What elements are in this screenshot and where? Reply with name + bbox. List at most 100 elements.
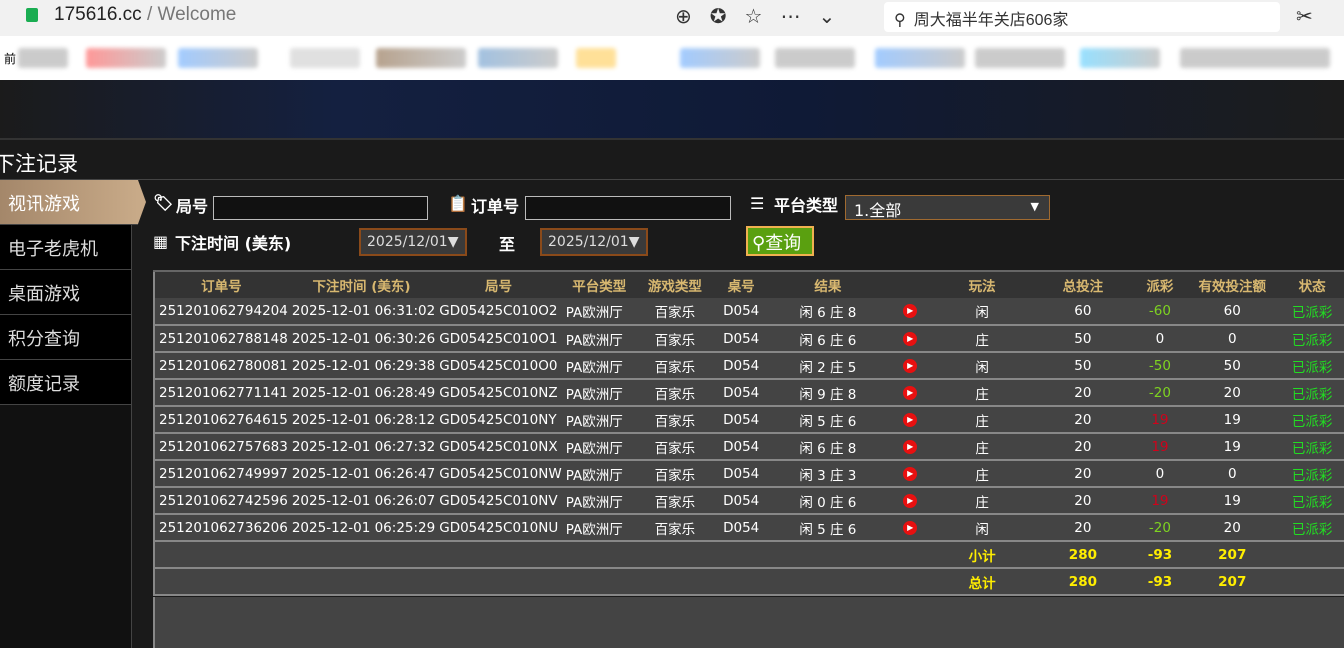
replay-cell[interactable]: ▶ <box>886 406 935 434</box>
result: 闲 9 庄 8 <box>769 379 887 407</box>
total-bet: 20 <box>1030 487 1136 515</box>
game-type: 百家乐 <box>636 487 713 515</box>
replay-cell[interactable]: ▶ <box>886 352 935 380</box>
subtotal-total-bet: 280 <box>1030 541 1136 569</box>
bookmarks-bar: 前 <box>0 36 1344 114</box>
play-replay-icon[interactable]: ▶ <box>903 331 918 346</box>
replay-cell[interactable]: ▶ <box>886 487 935 515</box>
table-row: 251201062736206 2025-12-01 06:25:29 GD0542… <box>154 514 1344 542</box>
round-id: GD05425C010NZ <box>435 379 562 407</box>
sidebar-item-table-games[interactable]: 桌面游戏 <box>0 270 131 315</box>
valid-bet: 20 <box>1184 379 1281 407</box>
column-header: 结果 <box>769 271 887 298</box>
game-type: 百家乐 <box>636 325 713 353</box>
more-icon[interactable]: ⋯ <box>780 4 801 28</box>
valid-bet: 19 <box>1184 487 1281 515</box>
order-id: 251201062749997 <box>154 460 288 488</box>
order-id: 251201062780081 <box>154 352 288 380</box>
zoom-icon[interactable]: ⊕ <box>675 4 692 28</box>
platform: PA欧洲厅 <box>561 460 637 488</box>
sidebar-item-points[interactable]: 积分查询 <box>0 315 131 360</box>
total-bet: 20 <box>1030 460 1136 488</box>
order-input[interactable] <box>525 196 731 220</box>
payout: -20 <box>1135 379 1185 407</box>
url[interactable]: 175616.cc / Welcome <box>54 4 236 26</box>
bulb-icon[interactable]: ✪ <box>709 4 727 28</box>
column-header: 下注时间 (美东) <box>287 271 436 298</box>
table-row: 251201062794204 2025-12-01 06:31:02 GD0542… <box>154 298 1344 326</box>
date-to[interactable]: 2025/12/01▼ <box>540 228 648 256</box>
date-from[interactable]: 2025/12/01▼ <box>359 228 467 256</box>
bet-time: 2025-12-01 06:30:26 <box>287 325 436 353</box>
order-id: 251201062764615 <box>154 406 288 434</box>
star-icon[interactable]: ☆ <box>744 4 763 28</box>
browser-address-bar[interactable]: 175616.cc / Welcome ⊕ ✪ ☆ ⋯ ⌄ ⚲ 周大福半年关店60… <box>0 0 1344 36</box>
bet-side: 庄 <box>934 460 1031 488</box>
query-button[interactable]: ⚲查询 <box>746 226 814 256</box>
play-replay-icon[interactable]: ▶ <box>903 358 918 373</box>
status: 已派彩 <box>1280 352 1344 380</box>
subtotal-valid-bet: 207 <box>1184 541 1281 569</box>
game-type: 百家乐 <box>636 514 713 542</box>
platform-label: 平台类型 <box>774 196 839 215</box>
replay-cell[interactable]: ▶ <box>886 325 935 353</box>
round-id: GD05425C010NV <box>435 487 562 515</box>
replay-cell[interactable]: ▶ <box>886 379 935 407</box>
order-label: 订单号 <box>471 197 520 216</box>
spacer <box>1280 568 1344 596</box>
scissors-icon[interactable]: ✂ <box>1296 4 1313 28</box>
result: 闲 6 庄 8 <box>769 298 887 326</box>
browser-search[interactable]: ⚲ 周大福半年关店606家 <box>884 2 1280 32</box>
game-type: 百家乐 <box>636 433 713 461</box>
replay-cell[interactable]: ▶ <box>886 460 935 488</box>
platform: PA欧洲厅 <box>561 514 637 542</box>
play-replay-icon[interactable]: ▶ <box>903 439 918 454</box>
spacer <box>154 568 935 596</box>
platform-select[interactable]: 1.全部 ▼ <box>845 195 1050 220</box>
play-replay-icon[interactable]: ▶ <box>903 412 918 427</box>
table-id: D054 <box>712 325 770 353</box>
status: 已派彩 <box>1280 487 1344 515</box>
replay-cell[interactable]: ▶ <box>886 298 935 326</box>
order-id: 251201062742596 <box>154 487 288 515</box>
calendar-icon: ▦ <box>153 232 169 251</box>
status: 已派彩 <box>1280 514 1344 542</box>
replay-cell[interactable]: ▶ <box>886 433 935 461</box>
status: 已派彩 <box>1280 325 1344 353</box>
play-replay-icon[interactable]: ▶ <box>903 520 918 535</box>
sidebar-item-live-games[interactable]: 视讯游戏 <box>0 180 146 225</box>
grand_total-valid-bet: 207 <box>1184 568 1281 596</box>
play-replay-icon[interactable]: ▶ <box>903 304 918 318</box>
result: 闲 3 庄 3 <box>769 460 887 488</box>
table-id: D054 <box>712 352 770 380</box>
payout: -20 <box>1135 514 1185 542</box>
platform: PA欧洲厅 <box>561 487 637 515</box>
clipboard-icon: 📋 <box>448 194 468 213</box>
total-bet: 60 <box>1030 298 1136 326</box>
round-id: GD05425C010O0 <box>435 352 562 380</box>
round-id: GD05425C010NW <box>435 460 562 488</box>
column-header: 平台类型 <box>561 271 637 298</box>
payout: 0 <box>1135 325 1185 353</box>
grand_total-total-bet: 280 <box>1030 568 1136 596</box>
play-replay-icon[interactable]: ▶ <box>903 385 918 400</box>
table-id: D054 <box>712 298 770 326</box>
bet-time: 2025-12-01 06:26:47 <box>287 460 436 488</box>
search-icon: ⚲ <box>894 12 906 29</box>
game-type: 百家乐 <box>636 352 713 380</box>
valid-bet: 60 <box>1184 298 1281 326</box>
sidebar-item-slots[interactable]: 电子老虎机 <box>0 225 131 270</box>
game-type: 百家乐 <box>636 406 713 434</box>
bookmark-item[interactable]: 前 <box>4 52 17 66</box>
replay-cell[interactable]: ▶ <box>886 514 935 542</box>
game-type: 百家乐 <box>636 298 713 326</box>
chevron-down-icon[interactable]: ⌄ <box>818 4 836 28</box>
spacer <box>154 541 935 569</box>
sidebar-item-credit-records[interactable]: 额度记录 <box>0 360 131 405</box>
round-input[interactable] <box>213 196 428 220</box>
bet-side: 庄 <box>934 406 1031 434</box>
platform: PA欧洲厅 <box>561 325 637 353</box>
play-replay-icon[interactable]: ▶ <box>903 493 918 508</box>
play-replay-icon[interactable]: ▶ <box>903 466 918 481</box>
bet-time: 2025-12-01 06:26:07 <box>287 487 436 515</box>
